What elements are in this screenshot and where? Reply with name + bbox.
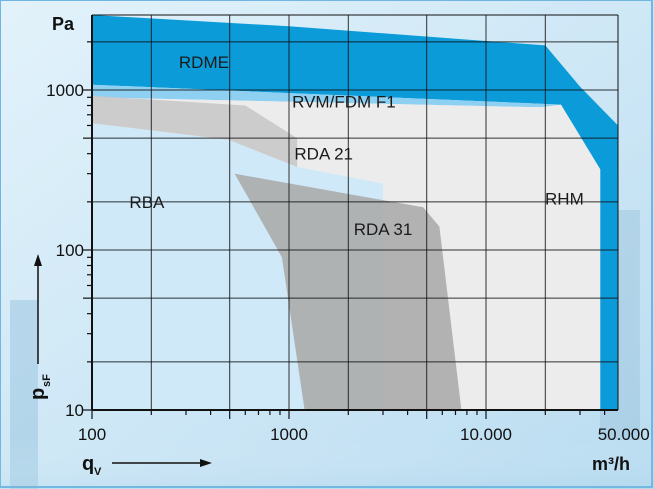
region-label-rba: RBA — [129, 193, 165, 212]
axes-layer — [91, 15, 618, 411]
x-tick-label: 10.000 — [460, 425, 512, 444]
region-labels-layer: RDME RVM/FDM F1 RHM RBA RDA 21 RDA 31 — [129, 53, 583, 239]
region-label-rda-21: RDA 21 — [294, 145, 353, 164]
x-axis-arrowhead — [200, 459, 212, 467]
region-label-rdme: RDME — [179, 53, 229, 72]
y-tick-label: 1000 — [46, 81, 84, 100]
y-tick-label: 10 — [65, 401, 84, 420]
regions-layer — [92, 15, 618, 411]
region-label-rvm-fdm-f1: RVM/FDM F1 — [292, 92, 396, 111]
x-tick-label: 100 — [78, 425, 106, 444]
plot-area: RDME RVM/FDM F1 RHM RBA RDA 21 RDA 31 100 1000… — [46, 14, 650, 444]
x-axis-unit: m³/h — [592, 454, 630, 474]
y-axis-symbol-subscript: sF — [41, 374, 53, 387]
x-tick-label: 50.000 — [598, 425, 650, 444]
region-label-rda-31: RDA 31 — [354, 220, 413, 239]
y-axis-symbol-letter: p — [27, 388, 49, 400]
y-axis-arrowhead — [34, 254, 42, 266]
x-axis-symbol: q V — [82, 453, 212, 478]
region-label-rhm: RHM — [545, 189, 584, 208]
region-rdme — [92, 15, 618, 410]
x-tick-label: 1000 — [270, 425, 308, 444]
tick-labels-layer: 100 1000 10.000 50.000 10 100 1000 — [46, 81, 650, 444]
region-rda-21 — [92, 95, 298, 167]
x-axis-symbol-letter: q — [82, 453, 94, 475]
y-axis-unit: Pa — [52, 14, 75, 34]
grid-layer — [83, 14, 619, 419]
y-axis-symbol: p sF — [27, 254, 53, 400]
x-axis-symbol-subscript: V — [94, 466, 102, 478]
y-tick-label: 100 — [56, 241, 84, 260]
